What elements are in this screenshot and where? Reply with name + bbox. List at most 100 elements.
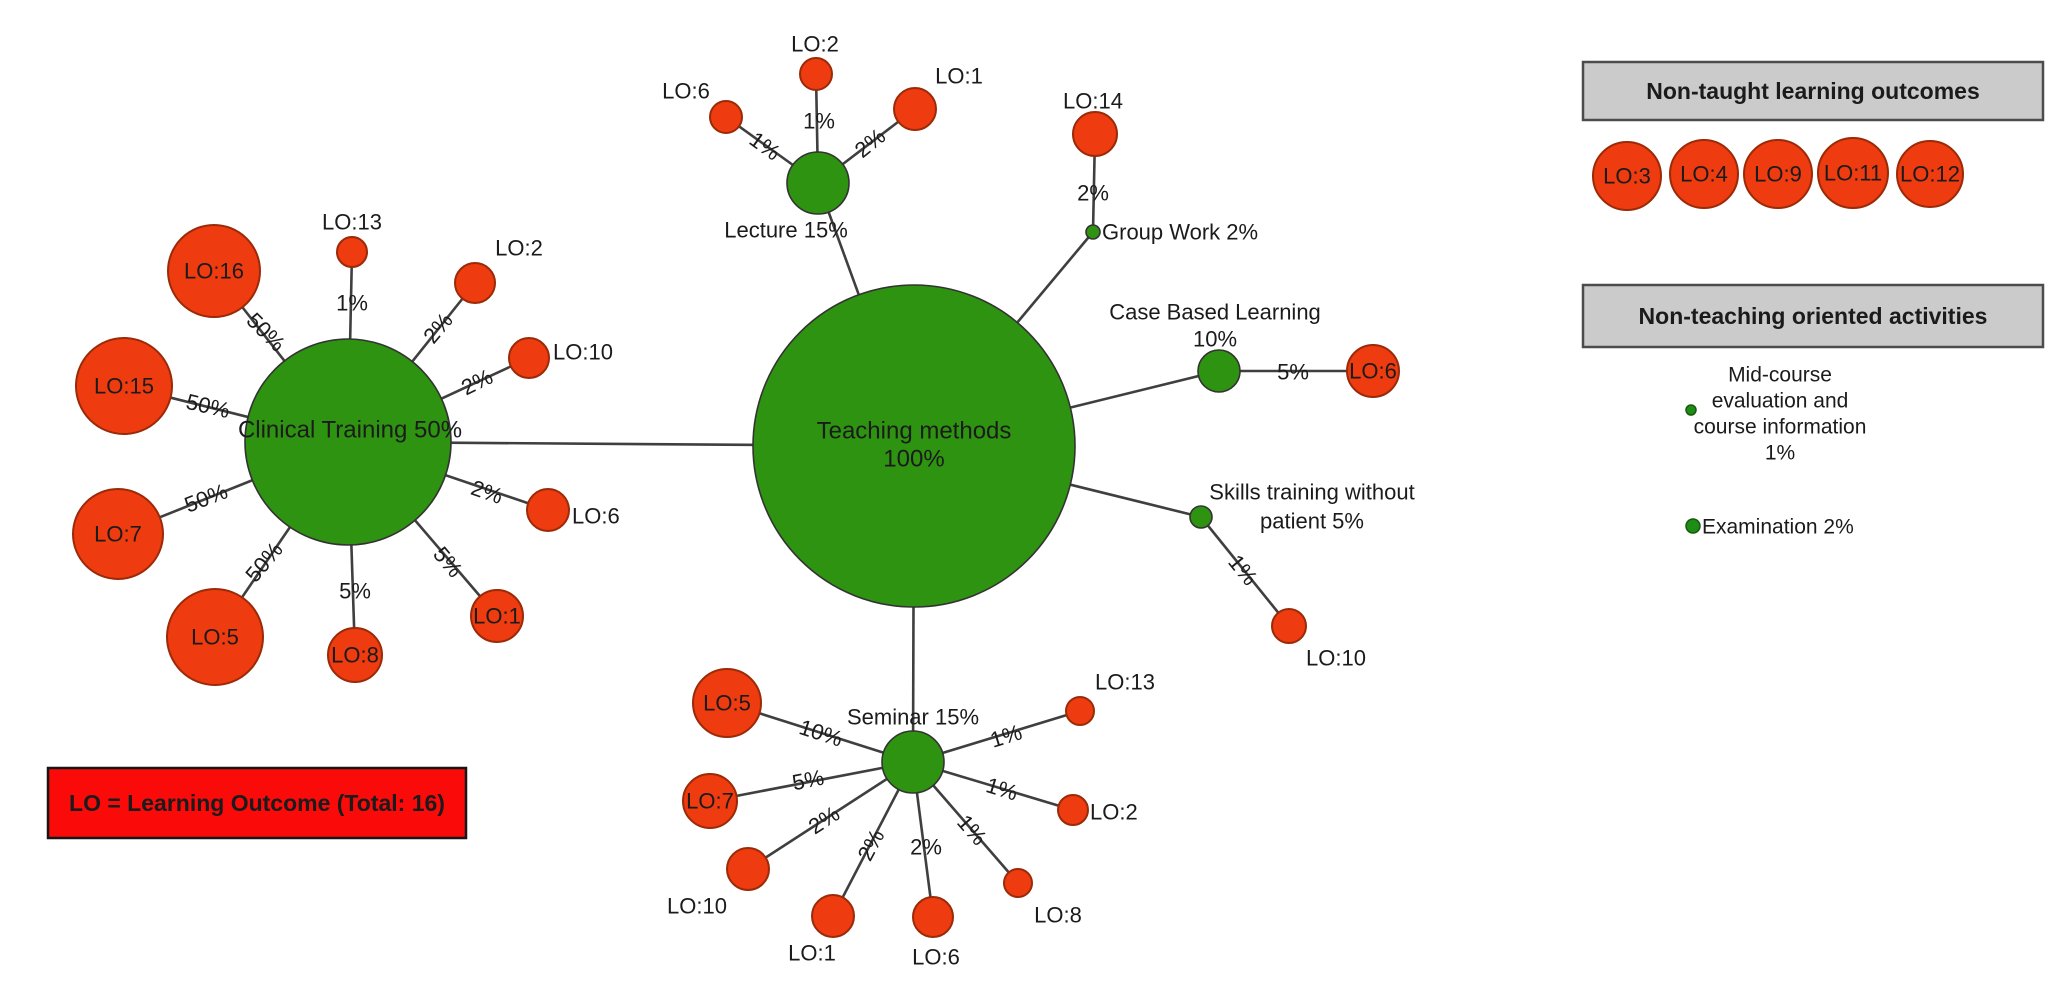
- edge-label-clinical-c-lo5: 50%: [240, 537, 287, 587]
- outcome-node-sk-lo10: [1271, 608, 1307, 644]
- edge-label-lecture-le-lo1: 2%: [850, 123, 890, 162]
- activity-node-seminar: [881, 730, 945, 794]
- outcome-label-le-lo2: LO:2: [791, 32, 839, 57]
- edge-label-clinical-c-lo15: 50%: [184, 389, 233, 423]
- outcome-label-le-lo6: LO:6: [662, 79, 710, 104]
- activity-label-seminar: Seminar 15%: [847, 705, 979, 730]
- edge-label-seminar-se-lo13: 1%: [987, 719, 1025, 752]
- non-taught-outcome-2: [1743, 139, 1813, 209]
- outcome-node-se-lo1: [811, 894, 855, 938]
- edge-seminar-se-lo7: [709, 760, 914, 803]
- non-teaching-item-0-line-2: course information: [1694, 416, 1867, 439]
- activity-label-teaching: 100%: [883, 446, 944, 473]
- outcome-node-c-lo2: [454, 262, 496, 304]
- edge-label-clinical-c-lo13: 1%: [336, 291, 368, 316]
- edge-label-lecture-le-lo2: 1%: [803, 109, 835, 134]
- non-teaching-item-0-line-3: 1%: [1765, 442, 1795, 465]
- activity-node-clinical: [244, 338, 452, 546]
- outcome-label-c-lo5: LO:5: [191, 625, 239, 650]
- activity-node-lecture: [786, 151, 850, 215]
- outcome-label-c-lo15: LO:15: [94, 374, 154, 399]
- outcome-label-se-lo10: LO:10: [667, 894, 727, 919]
- outcome-label-gw-lo14: LO:14: [1063, 89, 1123, 114]
- outcome-label-sk-lo10: LO:10: [1306, 646, 1366, 671]
- outcome-label-se-lo5: LO:5: [703, 691, 751, 716]
- outcome-node-c-lo13: [336, 236, 368, 268]
- edge-label-seminar-se-lo7: 5%: [790, 765, 826, 796]
- outcome-node-c-lo1: [470, 589, 524, 643]
- non-taught-outcome-3: [1817, 137, 1889, 209]
- edge-label-seminar-se-lo10: 2%: [804, 801, 844, 839]
- non-taught-outcome-1: [1669, 139, 1739, 209]
- outcome-label-c-lo2: LO:2: [495, 236, 543, 261]
- activity-node-teaching: [752, 284, 1076, 608]
- activity-label-clinical: Clinical Training 50%: [238, 417, 462, 444]
- outcome-node-le-lo1: [893, 87, 937, 131]
- non-taught-outcome-label-0: LO:3: [1603, 164, 1651, 189]
- outcome-node-c-lo10: [508, 337, 550, 379]
- edge-label-case-based-cb-lo6: 5%: [1277, 360, 1309, 385]
- outcome-label-se-lo2: LO:2: [1090, 800, 1138, 825]
- non-taught-outcome-label-2: LO:9: [1754, 162, 1802, 187]
- edge-label-seminar-se-lo1: 2%: [852, 825, 889, 865]
- outcome-node-c-lo5: [166, 588, 264, 686]
- legend-label: LO = Learning Outcome (Total: 16): [69, 790, 445, 816]
- outcome-node-c-lo7: [72, 488, 164, 580]
- edge-label-seminar-se-lo2: 1%: [983, 772, 1021, 805]
- outcome-node-cb-lo6: [1346, 344, 1400, 398]
- outcome-label-c-lo16: LO:16: [184, 259, 244, 284]
- legend-box: [46, 766, 468, 840]
- outcome-node-le-lo6: [709, 100, 743, 134]
- edge-skills-sk-lo10: [1199, 516, 1291, 627]
- outcome-node-se-lo13: [1065, 696, 1095, 726]
- activity-label-lecture: Lecture 15%: [724, 218, 848, 243]
- activity-label-case-based: Case Based Learning: [1109, 300, 1321, 325]
- activity-node-group-work: [1085, 224, 1101, 240]
- outcome-label-se-lo8: LO:8: [1034, 903, 1082, 928]
- edge-label-lecture-le-lo6: 1%: [745, 127, 785, 166]
- edge-seminar-se-lo10: [747, 760, 914, 871]
- activity-label-skills: Skills training without: [1209, 480, 1414, 505]
- outcome-label-le-lo1: LO:1: [935, 64, 983, 89]
- outcome-node-le-lo2: [799, 57, 833, 91]
- outcome-node-gw-lo14: [1072, 111, 1118, 157]
- outcome-label-se-lo1: LO:1: [788, 941, 836, 966]
- outcome-label-c-lo7: LO:7: [94, 522, 142, 547]
- outcome-node-se-lo8: [1003, 868, 1033, 898]
- edge-label-clinical-c-lo8: 5%: [339, 579, 371, 604]
- outcome-label-se-lo7: LO:7: [686, 789, 734, 814]
- non-teaching-item-0-line-0: Mid-course: [1728, 364, 1832, 387]
- outcome-label-cb-lo6: LO:6: [1349, 359, 1397, 384]
- activity-node-case-based: [1197, 349, 1241, 393]
- non-teaching-dot-1: [1685, 518, 1701, 534]
- edge-label-seminar-se-lo6: 2%: [910, 835, 942, 860]
- non-taught-header-box: [1581, 60, 2045, 122]
- edge-label-group-work-gw-lo14: 2%: [1077, 181, 1109, 206]
- outcome-node-c-lo15: [75, 337, 173, 435]
- non-teaching-item-0-line-1: evaluation and: [1712, 390, 1849, 413]
- non-taught-outcome-label-4: LO:12: [1900, 162, 1960, 187]
- edge-label-clinical-c-lo10: 2%: [457, 364, 497, 400]
- non-taught-outcome-0: [1592, 141, 1662, 211]
- outcome-node-c-lo8: [327, 627, 383, 683]
- outcome-node-se-lo7: [682, 773, 738, 829]
- outcome-node-se-lo10: [726, 847, 770, 891]
- nodes-layer: [46, 57, 2045, 938]
- non-teaching-header-box: [1581, 283, 2045, 349]
- outcome-label-c-lo8: LO:8: [331, 643, 379, 668]
- outcome-node-se-lo5: [692, 668, 762, 738]
- non-teaching-item-1-line-0: Examination 2%: [1702, 516, 1854, 539]
- outcome-node-se-lo6: [912, 896, 954, 938]
- non-taught-outcome-label-1: LO:4: [1680, 162, 1728, 187]
- edge-label-seminar-se-lo5: 10%: [796, 714, 846, 751]
- outcome-node-se-lo2: [1057, 794, 1089, 826]
- outcome-label-se-lo6: LO:6: [912, 945, 960, 970]
- activity-label-case-based: 10%: [1193, 327, 1237, 352]
- outcome-label-c-lo13: LO:13: [322, 210, 382, 235]
- outcome-label-se-lo13: LO:13: [1095, 670, 1155, 695]
- non-taught-outcome-4: [1896, 140, 1964, 208]
- outcome-node-c-lo16: [167, 224, 261, 318]
- outcome-node-c-lo6: [526, 488, 570, 532]
